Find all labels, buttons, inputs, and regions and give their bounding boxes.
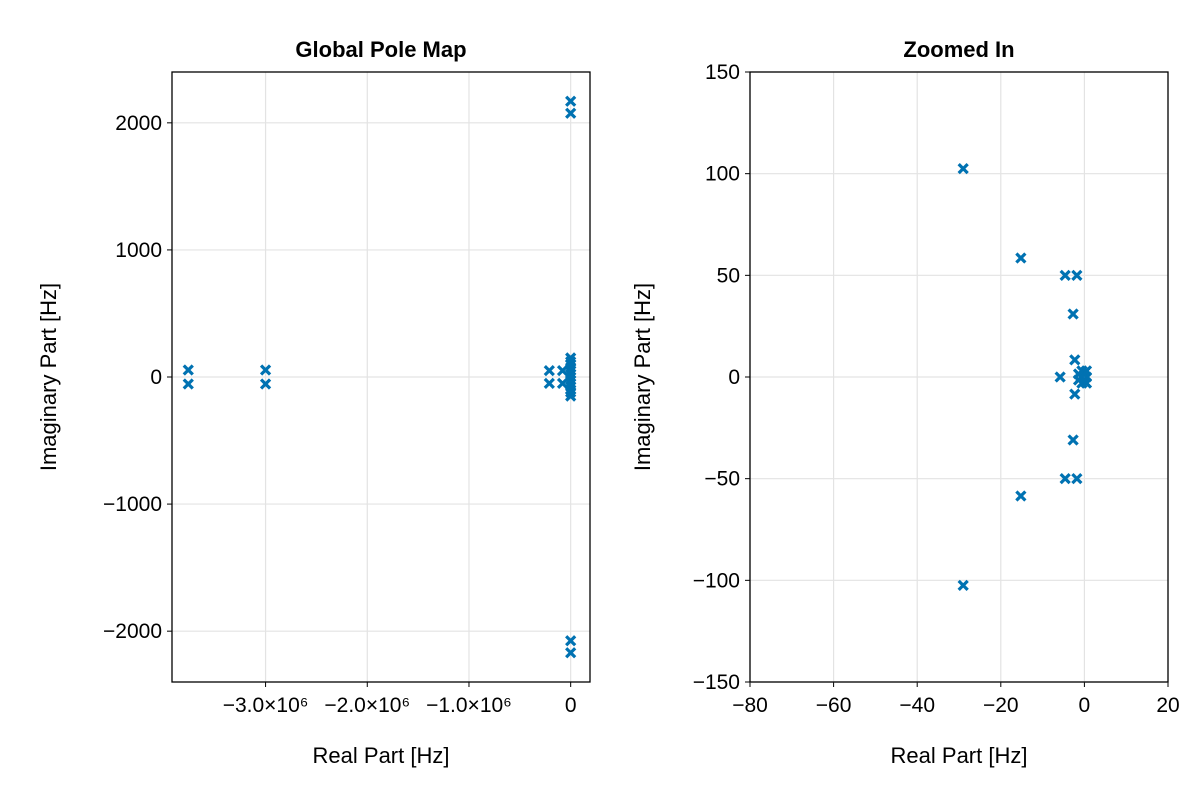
x-tick-label: −1.0×10⁶ — [426, 694, 512, 717]
subplot-title: Zoomed In — [903, 37, 1014, 62]
subplot-title: Global Pole Map — [295, 37, 466, 62]
pole-marker — [1075, 371, 1087, 383]
x-tick-label: −3.0×10⁶ — [223, 694, 309, 717]
pole-marker — [565, 635, 577, 647]
pole-marker — [1067, 434, 1079, 446]
x-tick-label: 20 — [1156, 694, 1179, 717]
pole-marker — [543, 365, 555, 377]
x-tick-label: −2.0×10⁶ — [324, 694, 410, 717]
y-tick-label: 100 — [705, 163, 740, 186]
pole-marker — [1071, 473, 1083, 485]
pole-marker — [259, 378, 272, 390]
x-tick-label: 0 — [565, 694, 577, 717]
y-tick-label: 2000 — [115, 112, 162, 135]
y-tick-label: 0 — [728, 366, 740, 389]
pole-marker — [259, 364, 272, 376]
y-axis-label: Imaginary Part [Hz] — [630, 283, 655, 471]
pole-marker — [1069, 388, 1081, 400]
y-tick-label: 1000 — [115, 239, 162, 262]
subplot-2: −80 −60 −40 −20 0 20 −150 −100 −50 0 50 100 150 Zoome… — [630, 37, 1180, 768]
y-tick-label: 150 — [705, 61, 740, 84]
y-axis-label: Imaginary Part [Hz] — [36, 283, 61, 471]
pole-marker — [957, 162, 969, 175]
pole-marker — [1054, 371, 1066, 383]
y-tick-label: −50 — [704, 468, 740, 491]
pole-marker — [1059, 269, 1071, 281]
x-tick-label: −80 — [732, 694, 768, 717]
x-tick-label: −60 — [816, 694, 852, 717]
axes-frame — [749, 71, 1169, 683]
pole-marker — [182, 364, 194, 376]
pole-marker — [565, 647, 577, 659]
pole-marker — [182, 378, 194, 390]
pole-marker — [543, 377, 555, 389]
x-tick-label: 0 — [1079, 694, 1091, 717]
y-tick-label: 0 — [150, 366, 162, 389]
y-tick-label: 50 — [717, 264, 740, 287]
y-tick-label: −2000 — [103, 620, 162, 643]
subplot-1: −3.0×10⁶ −2.0×10⁶ −1.0×10⁶ 0 −2000 −1000 0 1000… — [36, 37, 591, 768]
y-tick-label: −150 — [693, 671, 740, 694]
y-tick-label: −1000 — [103, 493, 162, 516]
x-tick-label: −20 — [983, 694, 1019, 717]
pole-marker — [1069, 354, 1081, 366]
pole-marker — [565, 95, 577, 107]
pole-marker — [1015, 490, 1027, 502]
pole-marker — [565, 390, 577, 402]
pole-marker — [1067, 308, 1079, 320]
pole-marker — [957, 579, 969, 592]
axes-frame — [171, 71, 591, 683]
x-tick-label: −40 — [899, 694, 935, 717]
x-axis-label: Real Part [Hz] — [313, 743, 450, 768]
pole-marker — [1015, 252, 1027, 264]
pole-marker — [1071, 269, 1083, 281]
x-axis-label: Real Part [Hz] — [891, 743, 1028, 768]
pole-marker — [1059, 473, 1071, 485]
y-tick-label: −100 — [693, 569, 740, 592]
pole-marker — [565, 107, 577, 119]
